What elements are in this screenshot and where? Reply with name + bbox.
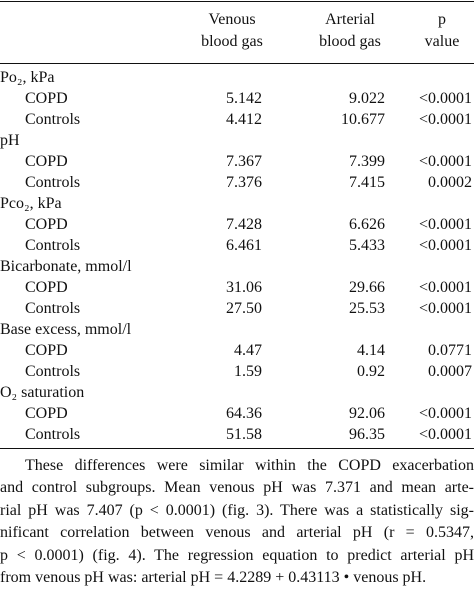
cell-value: 1.59 xyxy=(234,363,262,380)
cell-value: <0.0001 xyxy=(418,237,472,254)
bottom-rule xyxy=(0,448,474,449)
section-title: O₂ saturation xyxy=(0,384,85,401)
cell-value: 5.142 xyxy=(226,90,262,107)
cell-value: 9.022 xyxy=(349,90,385,107)
cell-value: <0.0001 xyxy=(418,405,472,422)
cell-value: 0.92 xyxy=(357,363,385,380)
top-rule xyxy=(0,1,474,2)
header-rule xyxy=(0,63,474,64)
cell-value: 29.66 xyxy=(349,279,385,296)
column-header: Venous blood gas xyxy=(201,11,263,50)
cell-value: 6.461 xyxy=(226,237,262,254)
paragraph-line: rial pH was 7.407 (p < 0.0001) (fig. 3).… xyxy=(0,501,474,519)
cell-value: 4.412 xyxy=(226,111,262,128)
cell-value: 92.06 xyxy=(349,405,385,422)
row-label: COPD xyxy=(25,90,68,107)
row-label: COPD xyxy=(25,153,68,170)
cell-value: <0.0001 xyxy=(418,153,472,170)
cell-value: 7.399 xyxy=(349,153,385,170)
cell-value: 64.36 xyxy=(226,405,262,422)
section-title: Po₂, kPa xyxy=(0,69,55,86)
section-title: Base excess, mmol/l xyxy=(0,321,132,338)
row-label: Controls xyxy=(25,174,81,191)
cell-value: <0.0001 xyxy=(418,216,472,233)
paragraph-line: These differences were similar within th… xyxy=(25,457,474,474)
section-title: pH xyxy=(0,132,20,149)
row-label: Controls xyxy=(25,111,81,128)
cell-value: 0.0007 xyxy=(428,363,472,380)
row-label: COPD xyxy=(25,216,68,233)
section-title: Bicarbonate, mmol/l xyxy=(0,258,132,275)
paragraph-line: from venous pH was: arterial pH = 4.2289… xyxy=(0,569,427,586)
cell-value: 5.433 xyxy=(349,237,385,254)
cell-value: <0.0001 xyxy=(418,279,472,296)
cell-value: 4.47 xyxy=(234,342,262,359)
cell-value: 10.677 xyxy=(341,111,385,128)
row-label: COPD xyxy=(25,342,68,359)
row-label: Controls xyxy=(25,237,81,254)
cell-value: <0.0001 xyxy=(418,300,472,317)
paragraph-line: nificant correlation between venous and … xyxy=(0,524,474,542)
row-label: Controls xyxy=(25,363,81,380)
cell-value: <0.0001 xyxy=(418,111,472,128)
row-label: Controls xyxy=(25,426,81,443)
cell-value: 7.415 xyxy=(349,174,385,191)
cell-value: 27.50 xyxy=(226,300,262,317)
row-label: COPD xyxy=(25,405,68,422)
paragraph-line: and control subgroups. Mean venous pH wa… xyxy=(0,479,474,497)
cell-value: 6.626 xyxy=(349,216,385,233)
cell-value: 96.35 xyxy=(349,426,385,443)
cell-value: 31.06 xyxy=(226,279,262,296)
paragraph-line: p < 0.0001) (fig. 4). The regression equ… xyxy=(0,546,474,564)
section-title: Pco₂, kPa xyxy=(0,195,62,212)
column-header: Arterial blood gas xyxy=(319,11,381,50)
row-label: Controls xyxy=(25,300,81,317)
cell-value: 51.58 xyxy=(226,426,262,443)
row-label: COPD xyxy=(25,279,68,296)
cell-value: 25.53 xyxy=(349,300,385,317)
cell-value: 4.14 xyxy=(357,342,385,359)
cell-value: 0.0771 xyxy=(428,342,472,359)
cell-value: 7.367 xyxy=(226,153,262,170)
cell-value: 0.0002 xyxy=(428,174,472,191)
column-header: p value xyxy=(424,11,460,50)
cell-value: 7.428 xyxy=(226,216,262,233)
cell-value: <0.0001 xyxy=(418,426,472,443)
cell-value: <0.0001 xyxy=(418,90,472,107)
cell-value: 7.376 xyxy=(226,174,262,191)
